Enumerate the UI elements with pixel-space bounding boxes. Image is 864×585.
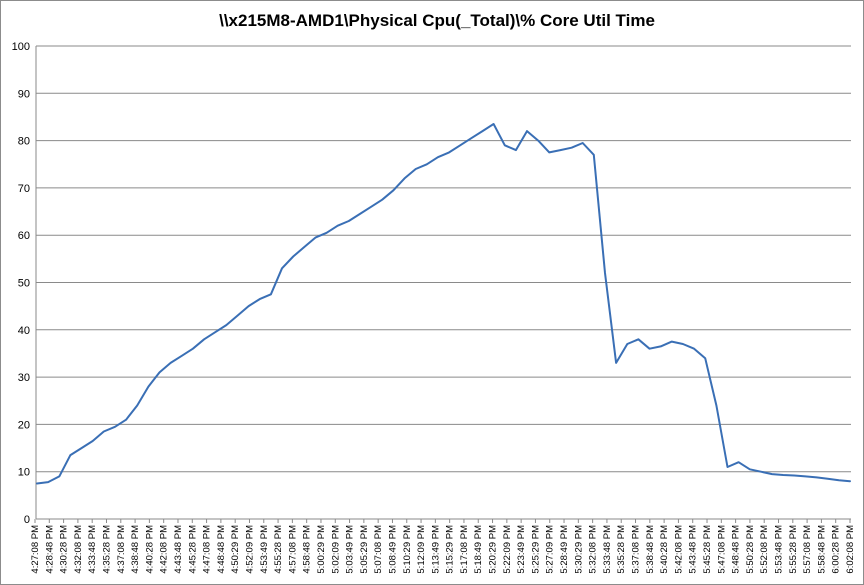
x-axis-tick-labels: 4:27:08 PM 4:28:48 PM 4:30:28 PM 4:32:08 PM… (30, 525, 856, 574)
x-tick-label: 4:52:09 PM (244, 525, 255, 574)
x-tick-label: 5:05:29 PM (359, 525, 370, 574)
x-tick-label: 4:32:08 PM (73, 525, 84, 574)
x-tick-label: 5:30:29 PM (573, 525, 584, 574)
x-tick-label: 6:00:28 PM (831, 525, 842, 574)
y-tick-label: 40 (18, 325, 30, 337)
x-tick-label: 5:15:29 PM (445, 525, 456, 574)
x-tick-label: 4:38:48 PM (130, 525, 141, 574)
x-tick-label: 5:08:49 PM (387, 525, 398, 574)
x-tick-label: 4:55:28 PM (273, 525, 284, 574)
y-tick-label: 80 (18, 136, 30, 148)
x-tick-label: 4:37:08 PM (116, 525, 127, 574)
x-tick-label: 4:45:28 PM (187, 525, 198, 574)
x-tick-label: 5:10:29 PM (402, 525, 413, 574)
x-tick-label: 5:22:09 PM (502, 525, 513, 574)
x-tick-label: 5:45:28 PM (702, 525, 713, 574)
x-tick-label: 5:07:08 PM (373, 525, 384, 574)
series-layer (36, 123, 851, 485)
x-tick-label: 5:40:28 PM (659, 525, 670, 574)
x-tick-label: 4:43:48 PM (173, 525, 184, 574)
series-line (36, 123, 851, 485)
x-tick-label: 5:00:29 PM (316, 525, 327, 574)
y-tick-label: 90 (18, 88, 30, 100)
x-tick-label: 4:42:08 PM (159, 525, 170, 574)
x-tick-label: 5:27:09 PM (545, 525, 556, 574)
x-tick-label: 5:37:08 PM (631, 525, 642, 574)
x-tick-label: 4:48:48 PM (216, 525, 227, 574)
x-tick-label: 5:13:49 PM (430, 525, 441, 574)
x-tick-label: 4:35:28 PM (101, 525, 112, 574)
x-tick-label: 6:02:08 PM (845, 525, 856, 574)
x-tick-label: 5:50:28 PM (745, 525, 756, 574)
x-tick-label: 5:33:48 PM (602, 525, 613, 574)
y-tick-label: 10 (18, 467, 30, 479)
y-axis-tick-labels: 0 10 20 30 40 50 60 70 80 90 100 (12, 41, 30, 526)
x-tick-label: 5:35:28 PM (616, 525, 627, 574)
x-tick-label: 4:57:08 PM (287, 525, 298, 574)
x-tick-label: 5:28:49 PM (559, 525, 570, 574)
y-tick-label: 30 (18, 372, 30, 384)
x-tick-label: 5:57:08 PM (802, 525, 813, 574)
x-tick-label: 4:33:48 PM (87, 525, 98, 574)
x-tick-label: 5:47:08 PM (716, 525, 727, 574)
x-tick-label: 5:53:48 PM (774, 525, 785, 574)
y-tick-label: 60 (18, 230, 30, 242)
x-tick-label: 4:27:08 PM (30, 525, 41, 574)
x-tick-label: 5:25:29 PM (530, 525, 541, 574)
x-tick-label: 5:43:48 PM (688, 525, 699, 574)
y-tick-label: 70 (18, 183, 30, 195)
x-tick-label: 5:20:29 PM (488, 525, 499, 574)
x-tick-label: 4:50:29 PM (230, 525, 241, 574)
x-tick-label: 5:58:48 PM (816, 525, 827, 574)
x-tick-label: 5:32:08 PM (588, 525, 599, 574)
x-tick-label: 5:52:08 PM (759, 525, 770, 574)
x-tick-label: 5:42:08 PM (673, 525, 684, 574)
x-tick-label: 5:03:49 PM (345, 525, 356, 574)
y-tick-label: 20 (18, 419, 30, 431)
x-tick-label: 5:02:09 PM (330, 525, 341, 574)
x-tick-label: 5:18:49 PM (473, 525, 484, 574)
x-tick-label: 4:28:48 PM (44, 525, 55, 574)
x-tick-label: 4:30:28 PM (59, 525, 70, 574)
gridlines (36, 45, 851, 473)
x-tick-label: 4:53:49 PM (259, 525, 270, 574)
x-tick-label: 5:48:48 PM (731, 525, 742, 574)
x-tick-label: 4:40:28 PM (144, 525, 155, 574)
chart-title: \\x215M8-AMD1\Physical Cpu(_Total)\% Cor… (219, 11, 655, 30)
x-tick-label: 4:47:08 PM (202, 525, 213, 574)
x-tick-label: 4:58:48 PM (302, 525, 313, 574)
x-tick-label: 5:55:28 PM (788, 525, 799, 574)
axes (34, 46, 851, 523)
y-tick-label: 50 (18, 278, 30, 290)
x-tick-label: 5:12:09 PM (416, 525, 427, 574)
y-tick-label: 0 (24, 514, 30, 526)
x-tick-label: 5:38:48 PM (645, 525, 656, 574)
x-tick-label: 5:23:49 PM (516, 525, 527, 574)
x-tick-label: 5:17:08 PM (459, 525, 470, 574)
y-tick-label: 100 (12, 41, 30, 53)
